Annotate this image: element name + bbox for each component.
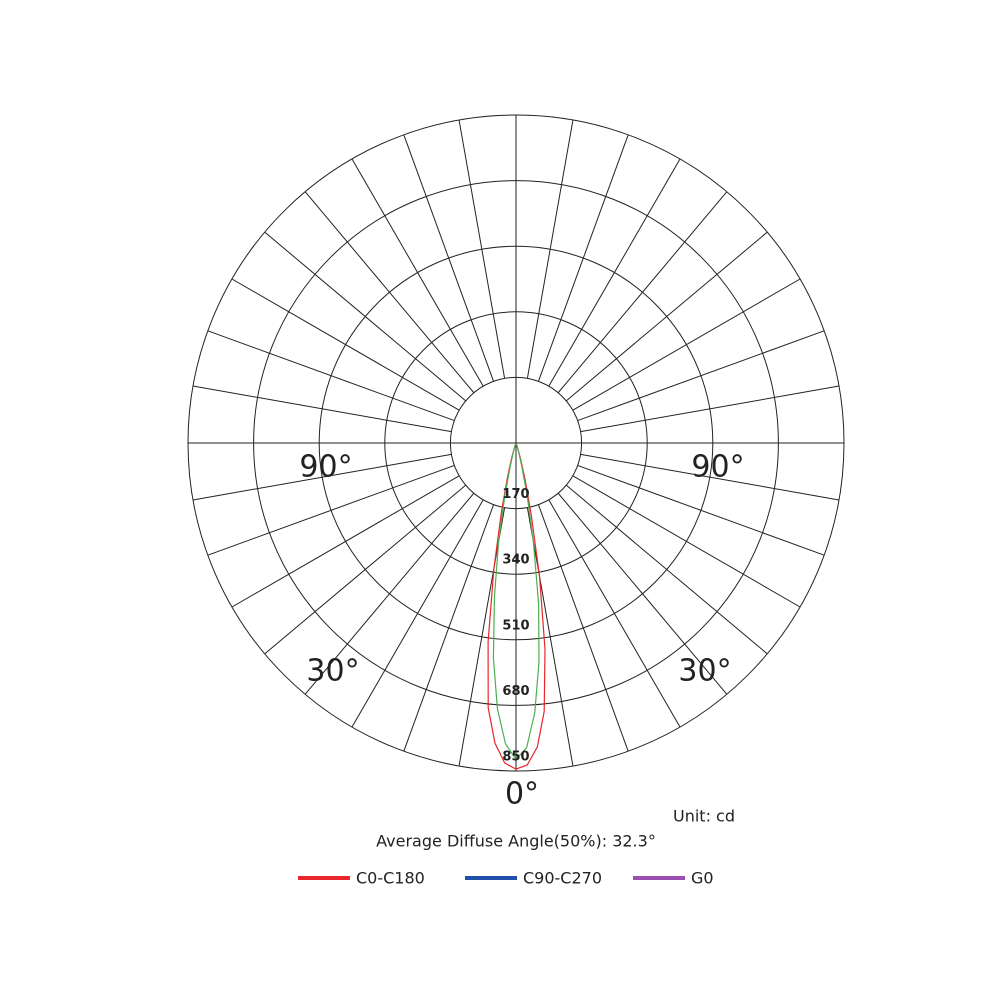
grid-spoke bbox=[572, 278, 801, 411]
grid-spoke bbox=[572, 475, 801, 608]
grid-spoke bbox=[304, 492, 475, 695]
grid-spoke bbox=[192, 453, 452, 501]
grid-spoke bbox=[526, 507, 574, 767]
subtitle: Average Diffuse Angle(50%): 32.3° bbox=[376, 832, 656, 851]
angle-label: 90° bbox=[299, 450, 352, 485]
grid-spoke bbox=[403, 504, 495, 752]
grid-spoke bbox=[577, 464, 825, 556]
grid-spoke bbox=[577, 330, 825, 422]
legend-label: G0 bbox=[691, 869, 714, 888]
grid-spoke bbox=[548, 158, 681, 387]
grid-spoke bbox=[264, 484, 467, 655]
grid-spoke bbox=[458, 507, 506, 767]
grid-spoke bbox=[548, 499, 681, 728]
angle-label: 30° bbox=[678, 654, 731, 689]
grid-spoke bbox=[304, 191, 475, 394]
grid-spoke bbox=[231, 278, 460, 411]
angle-label: 90° bbox=[691, 450, 744, 485]
grid-spoke bbox=[537, 134, 629, 382]
grid-spoke bbox=[580, 453, 840, 501]
unit-label: Unit: cd bbox=[673, 807, 735, 826]
grid-spoke bbox=[565, 231, 768, 402]
grid-spoke bbox=[231, 475, 460, 608]
angle-label: 0° bbox=[505, 777, 539, 812]
grid-spoke bbox=[192, 385, 452, 433]
grid-spoke bbox=[526, 119, 574, 379]
grid-spoke bbox=[580, 385, 840, 433]
grid-spoke bbox=[557, 191, 728, 394]
r-tick-label: 680 bbox=[502, 684, 529, 699]
grid-spoke bbox=[351, 158, 484, 387]
grid-spoke bbox=[207, 464, 455, 556]
angle-label: 30° bbox=[306, 654, 359, 689]
intensity-curve bbox=[487, 444, 546, 770]
r-tick-label: 510 bbox=[502, 618, 529, 633]
grid-spoke bbox=[403, 134, 495, 382]
grid-spoke bbox=[537, 504, 629, 752]
grid-spoke bbox=[458, 119, 506, 379]
legend-label: C90-C270 bbox=[523, 869, 602, 888]
r-tick-label: 170 bbox=[502, 487, 529, 502]
r-tick-label: 340 bbox=[502, 553, 529, 568]
grid-spoke bbox=[351, 499, 484, 728]
grid-spoke bbox=[565, 484, 768, 655]
grid-spoke bbox=[207, 330, 455, 422]
grid-spoke bbox=[264, 231, 467, 402]
intensity-curve bbox=[492, 443, 540, 761]
grid-spoke bbox=[557, 492, 728, 695]
r-tick-label: 850 bbox=[502, 750, 529, 765]
legend-label: C0-C180 bbox=[356, 869, 425, 888]
